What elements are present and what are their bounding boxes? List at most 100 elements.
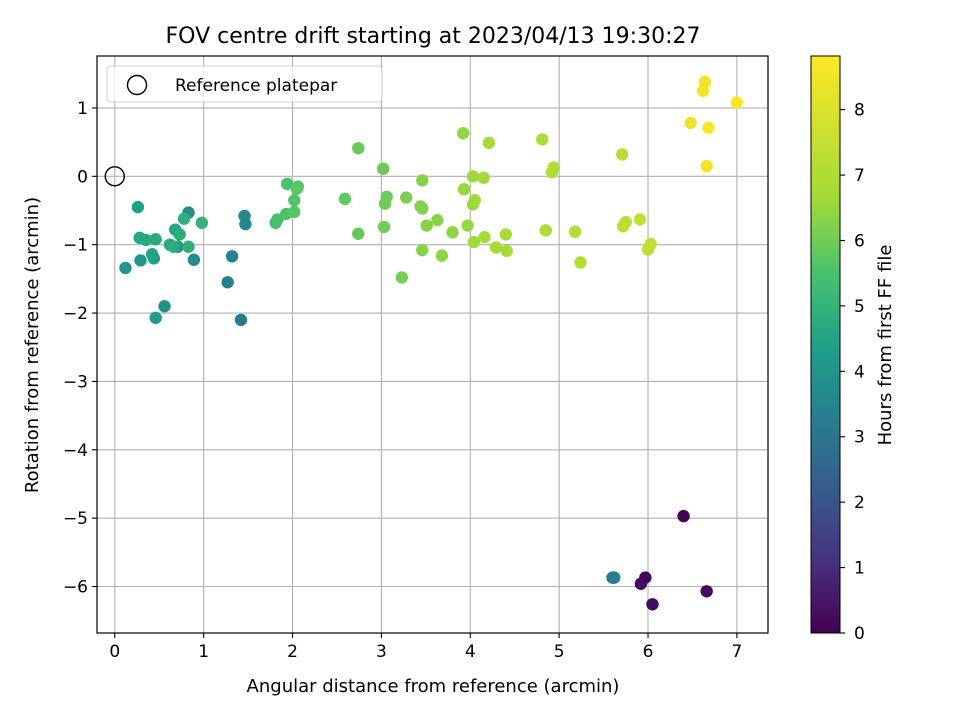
- x-tick-label: 1: [198, 642, 209, 662]
- data-point: [730, 96, 744, 109]
- data-point: [145, 248, 159, 261]
- data-point: [634, 577, 648, 590]
- colorbar-tick-label: 3: [854, 428, 865, 448]
- data-point: [608, 571, 621, 584]
- reference-platepar-marker: [104, 166, 125, 187]
- data-point: [536, 133, 549, 146]
- colorbar-tick-label: 4: [854, 362, 865, 382]
- data-point: [352, 142, 365, 155]
- data-point: [547, 161, 561, 174]
- data-point: [280, 177, 294, 191]
- y-axis-ticks: 1 0 −1 −2 −3 −4 −5 −6: [63, 99, 97, 598]
- data-point: [416, 174, 429, 187]
- data-point: [149, 311, 162, 325]
- data-points: [119, 75, 744, 611]
- x-tick-label: 0: [109, 642, 120, 662]
- data-point: [195, 216, 209, 230]
- colorbar-tick-label: 1: [854, 559, 865, 579]
- data-point: [234, 313, 248, 327]
- data-point: [619, 215, 633, 229]
- data-point: [167, 240, 180, 253]
- data-point: [482, 136, 496, 150]
- y-tick-label: 1: [77, 99, 88, 119]
- axes-frame: [96, 55, 769, 634]
- y-tick-label: −3: [63, 372, 88, 392]
- data-point: [684, 116, 697, 130]
- colorbar-tick-label: 7: [854, 166, 865, 186]
- data-point: [500, 244, 513, 258]
- y-axis-label: Rotation from reference (arcmin): [22, 197, 43, 493]
- data-point: [446, 226, 459, 239]
- data-point: [539, 224, 553, 237]
- data-point: [499, 228, 513, 241]
- chart-title: FOV centre drift starting at 2023/04/13 …: [166, 24, 701, 49]
- data-point: [574, 256, 587, 269]
- data-point: [467, 235, 481, 249]
- data-point: [616, 148, 629, 161]
- data-point: [149, 233, 162, 246]
- x-tick-label: 2: [287, 642, 298, 662]
- data-point: [633, 213, 647, 226]
- data-point: [700, 159, 713, 173]
- data-point: [466, 170, 480, 183]
- y-tick-label: −1: [63, 236, 88, 256]
- data-point: [131, 200, 145, 214]
- data-point: [288, 194, 301, 207]
- x-tick-label: 6: [643, 642, 654, 662]
- data-point: [177, 212, 191, 225]
- data-point: [134, 254, 147, 267]
- legend: Reference platepar: [106, 65, 383, 103]
- data-point: [702, 121, 715, 134]
- data-point: [187, 253, 201, 266]
- legend-marker-open-circle: [126, 74, 148, 96]
- colorbar-tick-label: 2: [854, 493, 865, 513]
- x-tick-label: 5: [554, 642, 565, 662]
- data-point: [119, 261, 132, 275]
- data-point: [352, 227, 365, 240]
- data-point: [677, 509, 690, 523]
- data-point: [395, 271, 409, 284]
- legend-entry-label: Reference platepar: [175, 76, 337, 96]
- y-tick-label: −4: [63, 441, 88, 461]
- data-point: [377, 220, 391, 234]
- data-point: [290, 182, 304, 195]
- data-point: [698, 75, 712, 89]
- data-point: [221, 276, 234, 289]
- colorbar-tick-label: 5: [854, 297, 865, 317]
- data-point: [239, 217, 252, 231]
- colorbar-ticks: 0 1 2 3 4 5 6 7 8: [840, 101, 865, 644]
- data-point: [416, 202, 429, 215]
- data-point: [644, 237, 657, 251]
- data-point: [568, 225, 582, 238]
- colorbar-tick-label: 0: [854, 624, 865, 644]
- data-point: [288, 205, 301, 219]
- data-point: [225, 250, 239, 263]
- data-point: [700, 585, 713, 598]
- colorbar: 0 1 2 3 4 5 6 7 8 Hours from first FF file: [810, 55, 896, 644]
- data-point: [338, 192, 352, 206]
- reference-marker-layer: [104, 166, 125, 187]
- colorbar-gradient: [810, 55, 841, 634]
- data-point: [468, 194, 481, 207]
- colorbar-tick-label: 8: [854, 101, 865, 121]
- y-tick-label: −6: [63, 578, 88, 598]
- data-point: [182, 240, 195, 253]
- x-axis-ticks: 0 1 2 3 4 5 6 7: [109, 633, 742, 662]
- data-point: [271, 213, 284, 226]
- data-point: [435, 249, 449, 262]
- colorbar-label: Hours from first FF file: [875, 245, 896, 446]
- data-point: [456, 127, 470, 140]
- legend-box: [106, 65, 383, 103]
- y-tick-label: −2: [63, 304, 88, 324]
- x-tick-label: 7: [731, 642, 742, 662]
- data-point: [376, 162, 390, 176]
- grid: [97, 56, 768, 633]
- data-point: [139, 233, 153, 247]
- data-point: [173, 228, 186, 241]
- x-tick-label: 4: [465, 642, 476, 662]
- data-point: [158, 300, 171, 313]
- data-point: [477, 171, 490, 184]
- data-point: [457, 183, 471, 196]
- data-point: [646, 598, 659, 611]
